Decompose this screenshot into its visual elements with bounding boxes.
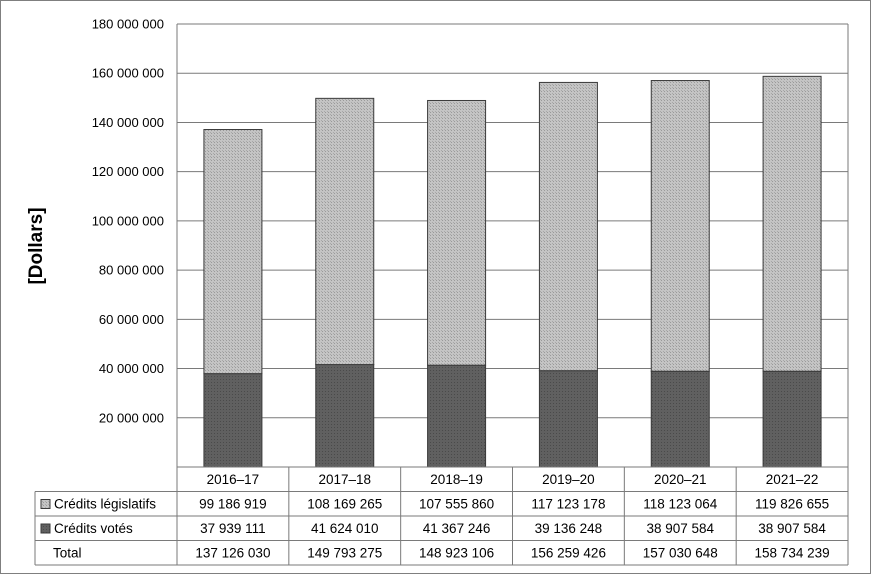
data-label: 148 923 106 xyxy=(419,546,494,561)
data-label: 41 367 246 xyxy=(423,521,491,536)
data-label: 118 123 064 xyxy=(643,497,718,512)
bar-credits-votes xyxy=(650,370,710,468)
y-tick-label: 160 000 000 xyxy=(92,66,164,81)
bar-credits-legislatifs xyxy=(762,75,822,372)
legend-entry: Total xyxy=(53,546,82,561)
data-label: 108 169 265 xyxy=(307,497,382,512)
data-label: 156 259 426 xyxy=(531,546,606,561)
data-label: 41 624 010 xyxy=(311,521,379,536)
y-tick-label: 180 000 000 xyxy=(92,17,164,32)
data-label: 157 030 648 xyxy=(643,546,718,561)
x-tick-label: 2016–17 xyxy=(207,472,260,487)
bars xyxy=(203,75,822,468)
y-tick-label: 80 000 000 xyxy=(99,263,164,278)
bar-credits-votes xyxy=(762,370,822,468)
y-tick-label: 20 000 000 xyxy=(99,410,164,425)
data-label: 149 793 275 xyxy=(307,546,382,561)
x-tick-label: 2017–18 xyxy=(318,472,371,487)
data-label: 158 734 239 xyxy=(755,546,830,561)
y-tick-label: 100 000 000 xyxy=(92,213,164,228)
x-tick-label: 2018–19 xyxy=(430,472,483,487)
y-tick-label: 120 000 000 xyxy=(92,164,164,179)
data-table: 2016–17 2017–18 2018–19 2019–20 2020–21 2021–… xyxy=(34,466,849,566)
x-tick-label: 2021–22 xyxy=(766,472,819,487)
data-label: 39 136 248 xyxy=(535,521,603,536)
legend-entry: Crédits votés xyxy=(54,521,133,536)
bar-credits-votes xyxy=(315,364,375,468)
bar-credits-legislatifs xyxy=(203,129,263,375)
legend-swatch xyxy=(40,523,51,534)
y-axis: 20 000 000 40 000 000 60 000 000 80 000 000… xyxy=(92,17,849,467)
x-tick-label: 2019–20 xyxy=(542,472,595,487)
data-label: 107 555 860 xyxy=(419,497,494,512)
y-tick-label: 40 000 000 xyxy=(99,361,164,376)
data-label: 38 907 584 xyxy=(646,521,714,536)
y-axis-label: [Dollars] xyxy=(26,207,47,284)
bar-credits-legislatifs xyxy=(427,99,487,366)
bar-credits-legislatifs xyxy=(538,81,598,372)
gridlines xyxy=(177,23,848,419)
data-label: 137 126 030 xyxy=(195,546,270,561)
y-tick-label: 60 000 000 xyxy=(99,312,164,327)
bar-credits-votes xyxy=(427,364,487,468)
legend-swatch xyxy=(40,499,51,509)
data-label: 99 186 919 xyxy=(199,497,267,512)
bar-credits-votes xyxy=(538,370,598,468)
data-label: 117 123 178 xyxy=(531,497,605,512)
bar-credits-votes xyxy=(203,373,263,468)
data-label: 37 939 111 xyxy=(200,521,266,536)
legend-entry: Crédits législatifs xyxy=(54,497,156,512)
bar-credits-legislatifs xyxy=(315,97,375,366)
bar-credits-legislatifs xyxy=(650,80,710,372)
data-label: 38 907 584 xyxy=(758,521,826,536)
data-label: 119 826 655 xyxy=(755,497,829,512)
x-tick-label: 2020–21 xyxy=(654,472,707,487)
y-tick-label: 140 000 000 xyxy=(92,115,164,130)
